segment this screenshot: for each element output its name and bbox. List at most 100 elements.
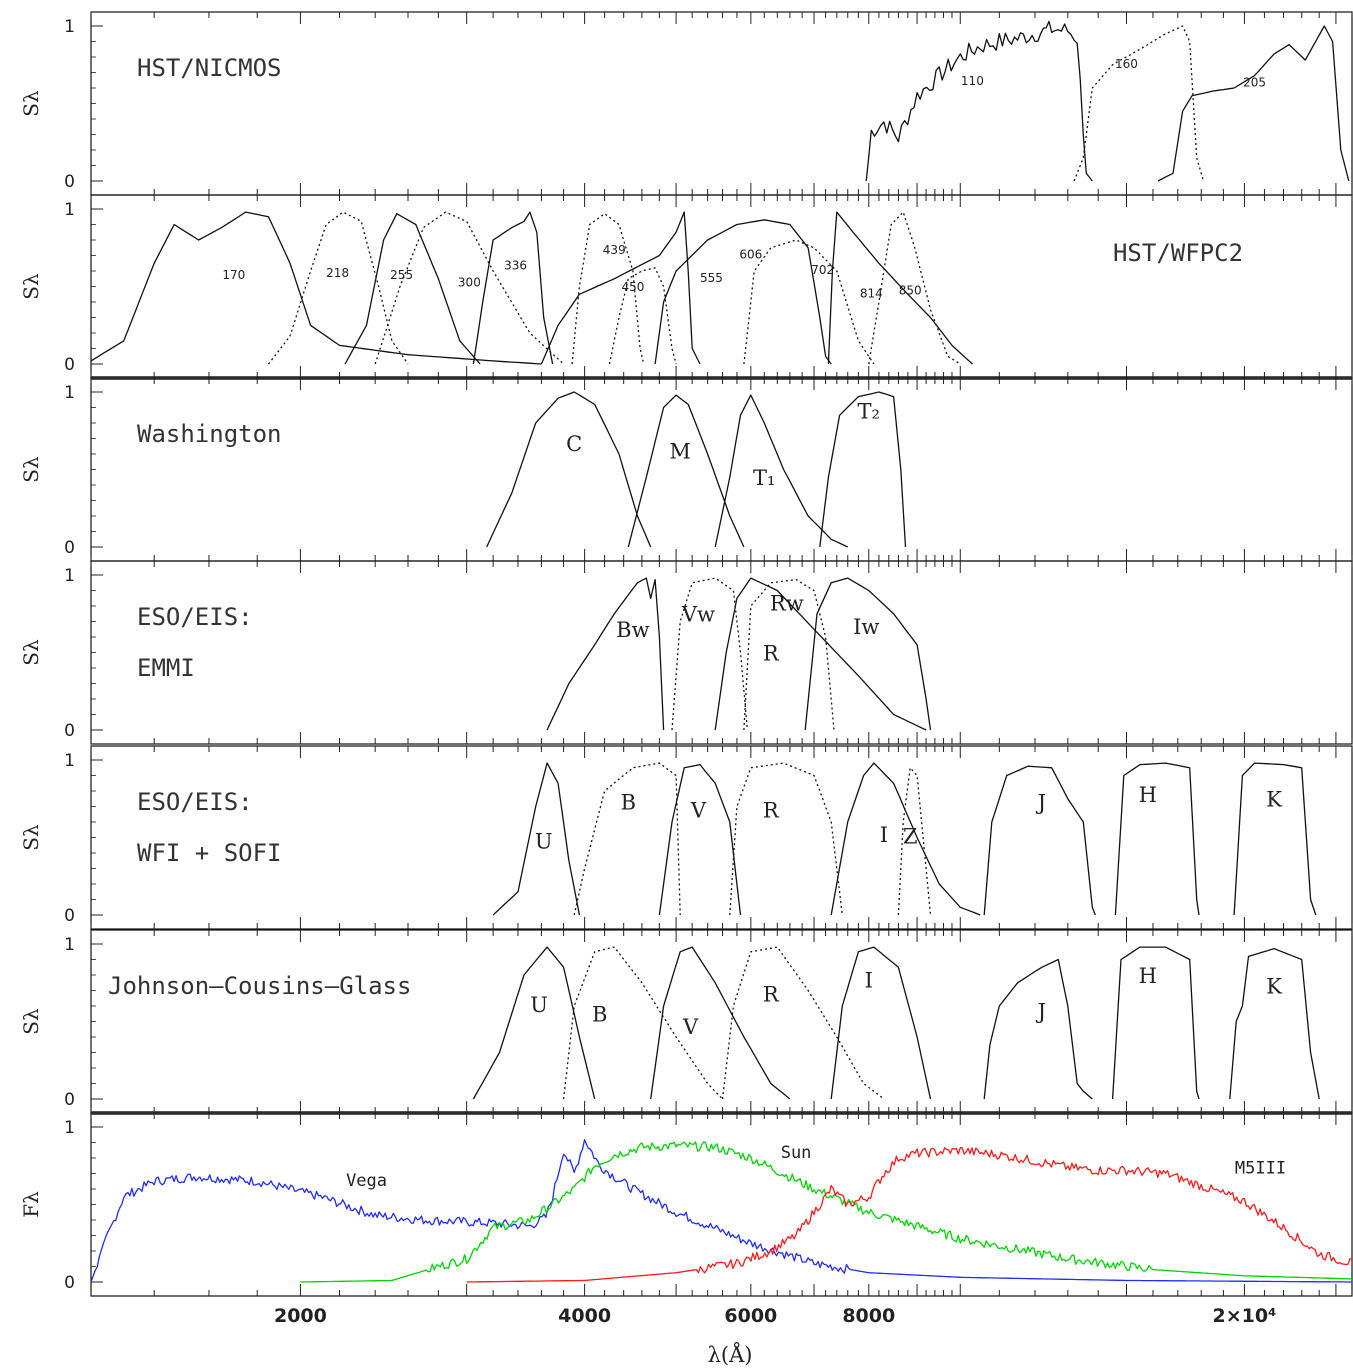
band-curve-u	[492, 762, 581, 916]
band-label-702: 702	[811, 263, 834, 277]
band-curve-b	[573, 762, 681, 916]
band-label-k: K	[1266, 788, 1282, 812]
band-label-u: U	[535, 829, 553, 853]
band-label-b: B	[621, 791, 636, 815]
y-tick-label: 1	[64, 1118, 75, 1138]
x-tick-label: 6000	[724, 1305, 777, 1327]
y-tick-label: 1	[64, 566, 75, 586]
band-curve-b	[562, 946, 723, 1100]
y-tick-label: 1	[64, 17, 75, 37]
x-tick-label: 2000	[274, 1305, 327, 1327]
band-curve-t	[714, 394, 848, 548]
band-label-z: Z	[903, 825, 918, 849]
band-curve-m	[627, 394, 745, 548]
band-label-m: M	[669, 440, 691, 464]
panel-nicmos: 0 1 Sλ HST/NICMOS 110 160 205	[19, 11, 1353, 196]
panel-title: ESO/EIS:	[137, 603, 253, 631]
band-curve-z	[897, 767, 932, 916]
band-curve-j	[983, 958, 1093, 1100]
band-curve-555	[540, 211, 701, 365]
panel-x-ticks	[90, 378, 1353, 561]
band-label-h: H	[1139, 783, 1157, 807]
band-label-160: 160	[1115, 57, 1138, 71]
panel-subtitle: WFI + SOFI	[137, 839, 282, 867]
panel-johnson: 0 1 Sλ Johnson–Cousins–Glass U B V R I J H K	[19, 929, 1353, 1115]
panel-title: HST/WFPC2	[1113, 239, 1243, 267]
band-label-h: H	[1139, 964, 1157, 988]
panel-x-ticks	[90, 12, 1353, 195]
band-label-300: 300	[458, 276, 481, 290]
panel-title: Johnson–Cousins–Glass	[108, 972, 411, 1000]
panel-x-ticks	[90, 561, 1353, 744]
panel-title: HST/NICMOS	[137, 54, 282, 82]
band-label-t: T₁	[753, 466, 775, 490]
band-curve-vw	[671, 577, 749, 731]
panel-spectra: 0 1 Fλ Vega Sun M5III	[19, 1112, 1353, 1297]
y-tick-label: 0	[64, 355, 75, 375]
y-axis-label: Sλ	[19, 90, 43, 117]
panel-frame	[90, 1112, 1353, 1297]
band-label-i: I	[880, 823, 888, 847]
band-curve-255	[344, 213, 481, 365]
panel-frame	[90, 745, 1353, 930]
y-axis-label: Fλ	[19, 1191, 43, 1218]
band-curve-v	[658, 763, 742, 916]
spectrum-m5iii	[466, 1147, 1353, 1283]
band-label-j: J	[1036, 999, 1046, 1023]
band-label-814: 814	[860, 286, 883, 300]
y-tick-label: 1	[64, 383, 75, 403]
panel-frame	[90, 929, 1353, 1114]
band-label-255: 255	[390, 268, 413, 282]
band-curve-160	[1073, 25, 1205, 182]
band-label-t: T₂	[858, 399, 880, 423]
panel-frame	[90, 377, 1353, 562]
band-label-r: R	[763, 982, 780, 1006]
band-label-450: 450	[621, 280, 644, 294]
band-curve-u	[472, 946, 596, 1100]
x-tick-label: 2×10⁴	[1212, 1305, 1276, 1327]
spectrum-vega	[90, 1138, 1352, 1283]
x-axis: λ(Å) 2000 4000 6000 8000 2×10⁴	[274, 1305, 1276, 1367]
band-curve-i	[830, 762, 981, 916]
band-curve-v	[650, 946, 791, 1100]
band-curve-606	[654, 219, 832, 365]
band-label-c: C	[566, 432, 582, 456]
band-curve-bw	[546, 577, 665, 731]
band-label-bw: Bw	[616, 618, 649, 642]
band-label-110: 110	[961, 74, 984, 88]
band-curve-c	[486, 391, 652, 548]
panel-title: ESO/EIS:	[137, 788, 253, 816]
y-axis-label: Sλ	[19, 824, 43, 851]
x-axis-label: λ(Å)	[708, 1342, 753, 1367]
panel-eis-wfi-sofi: 0 1 Sλ ESO/EIS: WFI + SOFI U B V R I Z J H K	[19, 745, 1353, 930]
band-label-r: R	[763, 641, 780, 665]
spectrum-label-sun: Sun	[781, 1143, 812, 1163]
band-label-218: 218	[326, 266, 349, 280]
band-label-336: 336	[504, 258, 527, 272]
band-curve-850	[868, 211, 961, 365]
x-tick-label: 4000	[558, 1305, 611, 1327]
y-axis-label: Sλ	[19, 1008, 43, 1035]
panel-frame	[90, 194, 1353, 379]
band-label-r: R	[763, 798, 780, 822]
band-label-v: V	[690, 798, 707, 822]
y-tick-label: 1	[64, 935, 75, 955]
band-label-vw: Vw	[681, 603, 715, 627]
y-axis-label: Sλ	[19, 273, 43, 300]
panel-x-ticks	[90, 195, 1353, 378]
panel-title: Washington	[137, 420, 282, 448]
y-tick-label: 0	[64, 721, 75, 741]
band-label-606: 606	[739, 248, 762, 262]
band-curve-k	[1229, 947, 1320, 1100]
band-curve-r	[729, 762, 843, 916]
band-label-v: V	[682, 1015, 699, 1039]
band-label-205: 205	[1243, 75, 1266, 89]
panel-x-ticks	[90, 930, 1353, 1113]
band-curve-702	[743, 239, 875, 365]
y-axis-label: Sλ	[19, 639, 43, 666]
band-curve-r	[714, 577, 927, 731]
band-curve-j	[983, 765, 1096, 916]
band-curve-h	[1114, 762, 1200, 916]
band-curve-i	[830, 946, 932, 1100]
